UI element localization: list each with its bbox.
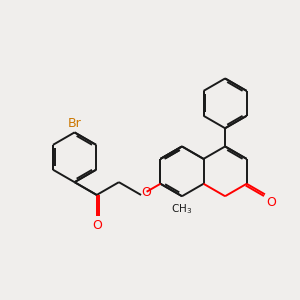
- Text: O: O: [92, 219, 102, 232]
- Text: Br: Br: [68, 117, 81, 130]
- Text: O: O: [266, 196, 276, 209]
- Text: O: O: [141, 186, 151, 199]
- Text: CH$_3$: CH$_3$: [171, 202, 193, 216]
